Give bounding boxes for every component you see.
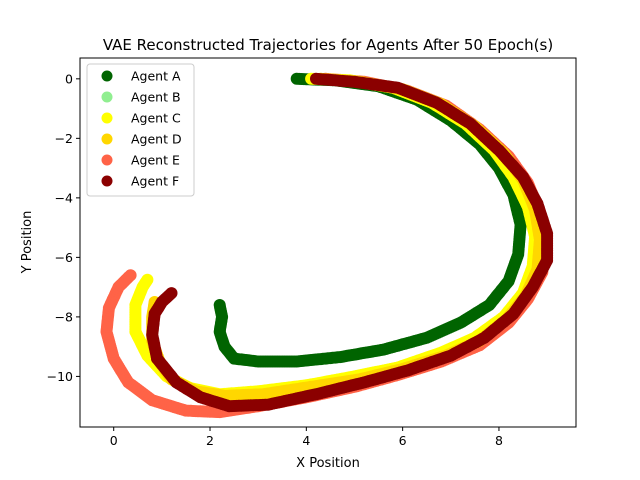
x-tick-label: 4: [302, 433, 310, 448]
x-tick-label: 8: [495, 433, 503, 448]
legend: Agent A Agent B Agent C Agent D Agent E Agent…: [86, 63, 195, 197]
legend-marker: [101, 175, 113, 187]
y-tick-label: 0: [65, 71, 73, 86]
chart-title: VAE Reconstructed Trajectories for Agent…: [103, 36, 553, 54]
data-points: [100, 72, 554, 419]
data-point: [141, 273, 154, 286]
legend-label: Agent B: [131, 90, 181, 105]
series-agent-f: [146, 72, 554, 413]
y-tick-label: −8: [55, 309, 73, 324]
data-point: [213, 299, 226, 311]
legend-label: Agent C: [131, 111, 181, 126]
y-tick-label: −6: [55, 250, 73, 265]
x-tick-label: 2: [206, 433, 214, 448]
x-axis-label: X Position: [296, 456, 360, 471]
legend-marker: [101, 112, 113, 124]
y-tick-label: −10: [47, 369, 73, 384]
y-axis: 0 −2 −4 −6 −8 −10: [47, 71, 80, 384]
legend-box: [86, 63, 195, 197]
legend-label: Agent F: [131, 174, 179, 189]
legend-label: Agent A: [131, 69, 181, 84]
legend-label: Agent D: [131, 132, 182, 147]
legend-marker: [101, 70, 113, 82]
x-tick-label: 0: [110, 433, 118, 448]
legend-marker: [101, 154, 113, 166]
x-axis: 0 2 4 6 8: [110, 427, 503, 448]
x-tick-label: 6: [399, 433, 407, 448]
y-axis-label: Y Position: [20, 211, 35, 275]
y-tick-label: −4: [55, 190, 73, 205]
legend-label: Agent E: [131, 153, 180, 168]
data-point: [165, 287, 178, 300]
legend-marker: [101, 91, 113, 103]
y-tick-label: −2: [55, 131, 73, 146]
data-point: [124, 269, 137, 282]
series-agent-a: [213, 72, 527, 368]
plot-frame: [79, 57, 577, 428]
legend-marker: [101, 133, 113, 145]
